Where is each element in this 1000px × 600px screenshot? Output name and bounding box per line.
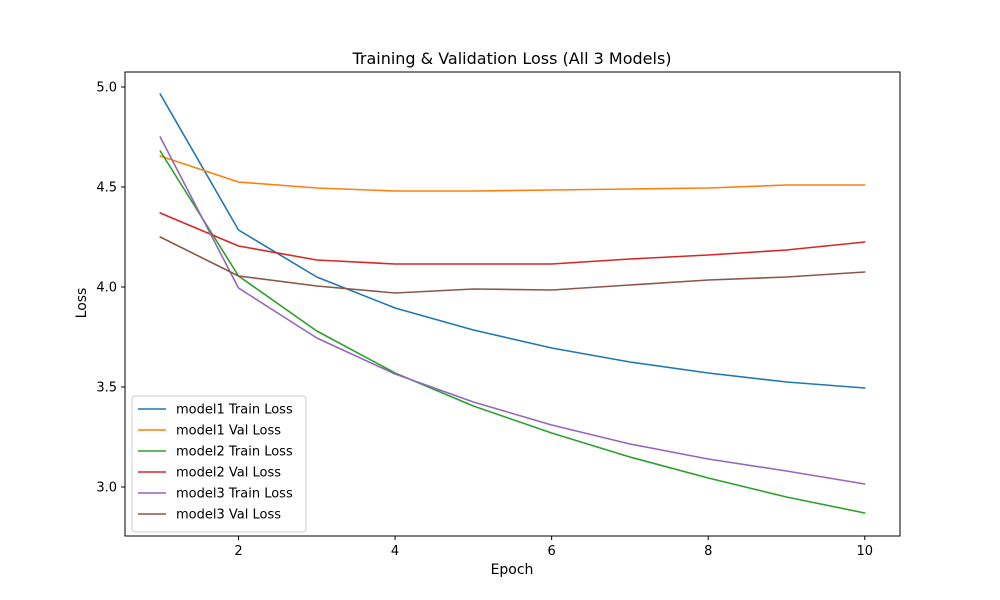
x-tick-label: 8 (704, 544, 712, 559)
x-tick-label: 4 (391, 544, 399, 559)
y-tick-label: 5.0 (96, 81, 117, 96)
chart-title: Training & Validation Loss (All 3 Models… (351, 49, 671, 68)
y-tick-label: 3.5 (96, 381, 117, 396)
series-layer (159, 93, 866, 514)
y-tick-label: 3.0 (96, 481, 117, 496)
x-tick-label: 2 (234, 544, 242, 559)
series-line-4 (159, 212, 866, 265)
x-axis-ticks: 2 4 6 8 10 (234, 536, 873, 559)
series-line-1 (159, 93, 866, 389)
legend-entry-label: model2 Train Loss (176, 445, 293, 460)
x-tick-label: 10 (856, 544, 873, 559)
series-line-6 (159, 236, 866, 294)
x-tick-label: 6 (548, 544, 556, 559)
legend: model1 Train Loss model1 Val Loss model2 T… (131, 395, 307, 533)
legend-entry-label: model2 Val Loss (176, 466, 281, 481)
y-tick-label: 4.5 (96, 181, 117, 196)
series-line-3 (159, 150, 866, 514)
legend-entry-label: model1 Val Loss (176, 424, 281, 439)
legend-entry-label: model3 Train Loss (176, 487, 293, 502)
legend-box (131, 395, 307, 533)
plot-frame (124, 71, 901, 537)
series-line-5 (159, 136, 866, 485)
legend-entry-label: model3 Val Loss (176, 508, 281, 523)
legend-entry-label: model1 Train Loss (176, 403, 293, 418)
series-line-2 (159, 155, 866, 192)
y-axis-label: Loss (74, 288, 90, 319)
y-tick-label: 4.0 (96, 281, 117, 296)
x-axis-label: Epoch (491, 562, 534, 578)
y-axis-ticks: 3.0 3.5 4.0 4.5 5.0 (96, 81, 125, 496)
